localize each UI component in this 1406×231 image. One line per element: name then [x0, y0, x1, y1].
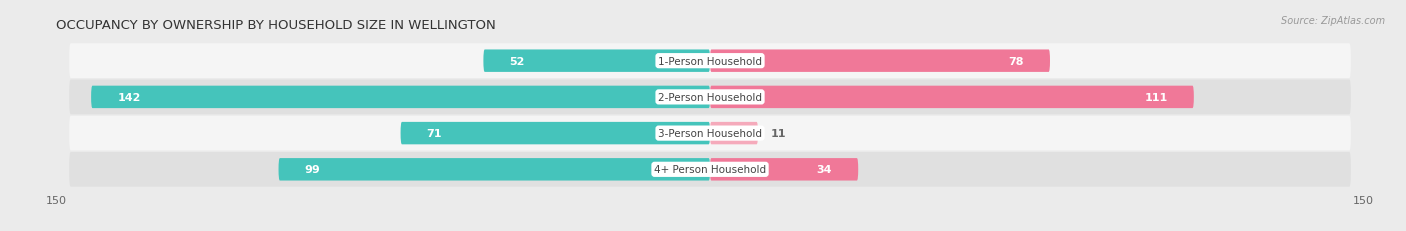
FancyBboxPatch shape — [69, 44, 1351, 79]
Text: 111: 111 — [1144, 92, 1167, 103]
FancyBboxPatch shape — [69, 116, 1351, 151]
Text: 2-Person Household: 2-Person Household — [658, 92, 762, 103]
Text: 142: 142 — [117, 92, 141, 103]
FancyBboxPatch shape — [710, 122, 758, 145]
FancyBboxPatch shape — [69, 152, 1351, 187]
Text: 1-Person Household: 1-Person Household — [658, 56, 762, 66]
FancyBboxPatch shape — [710, 158, 858, 181]
Text: 71: 71 — [427, 128, 443, 139]
Text: 11: 11 — [770, 128, 786, 139]
Text: 78: 78 — [1008, 56, 1024, 66]
FancyBboxPatch shape — [401, 122, 710, 145]
Text: OCCUPANCY BY OWNERSHIP BY HOUSEHOLD SIZE IN WELLINGTON: OCCUPANCY BY OWNERSHIP BY HOUSEHOLD SIZE… — [56, 18, 496, 31]
Text: 99: 99 — [305, 165, 321, 175]
FancyBboxPatch shape — [278, 158, 710, 181]
Text: 4+ Person Household: 4+ Person Household — [654, 165, 766, 175]
FancyBboxPatch shape — [710, 50, 1050, 73]
FancyBboxPatch shape — [69, 80, 1351, 115]
FancyBboxPatch shape — [91, 86, 710, 109]
FancyBboxPatch shape — [710, 86, 1194, 109]
Text: 34: 34 — [817, 165, 832, 175]
Text: 52: 52 — [509, 56, 524, 66]
FancyBboxPatch shape — [484, 50, 710, 73]
Text: 3-Person Household: 3-Person Household — [658, 128, 762, 139]
Text: Source: ZipAtlas.com: Source: ZipAtlas.com — [1281, 16, 1385, 26]
